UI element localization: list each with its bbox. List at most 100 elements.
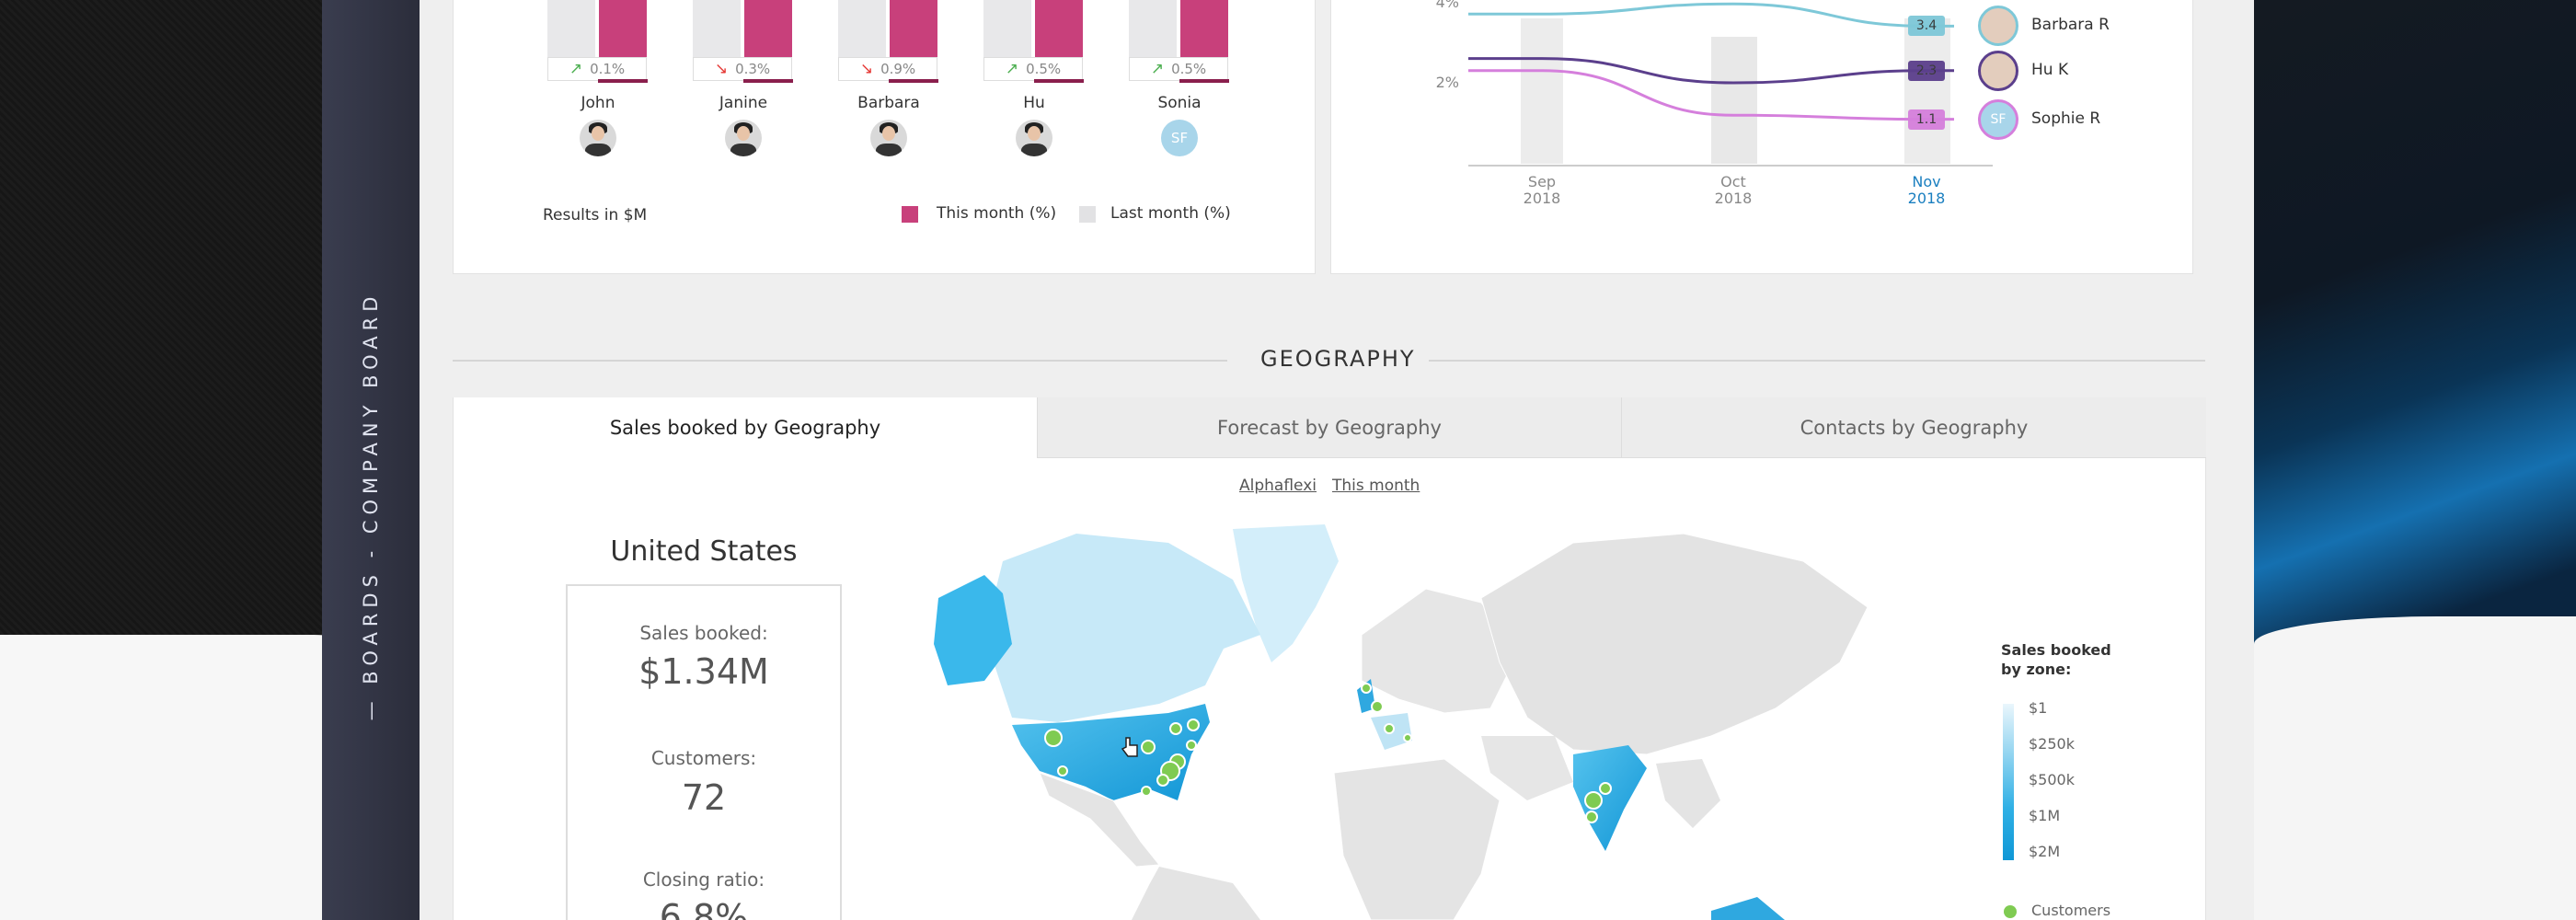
arrow-up-icon: ↗: [1005, 60, 1019, 78]
avatar-shape: [876, 144, 902, 156]
filter-period[interactable]: This month: [1332, 477, 1420, 495]
bar-this-month[interactable]: [1180, 0, 1228, 59]
southeast-asia[interactable]: [1656, 759, 1720, 828]
avatar-shape: [730, 144, 756, 156]
map-legend-title-line2: by zone:: [2001, 661, 2072, 678]
legend-last-swatch: [1079, 206, 1096, 223]
change-badge: ↗ 0.5%: [1129, 57, 1228, 81]
arrow-down-icon: ↘: [859, 60, 874, 78]
series-name: Hu K: [2031, 60, 2069, 79]
bar-last-month[interactable]: [838, 0, 886, 59]
canada[interactable]: [984, 534, 1260, 722]
change-badge: ↘ 0.9%: [838, 57, 937, 81]
series-avatar[interactable]: [1978, 6, 2018, 47]
bar-this-month[interactable]: [744, 0, 792, 59]
avatar-shape: [882, 126, 895, 141]
series-end-value: 1.1: [1908, 109, 1945, 130]
person-avatar[interactable]: [1016, 120, 1052, 156]
badge-underline: [743, 79, 793, 83]
pointer-cursor-icon: [1121, 737, 1138, 757]
person-avatar[interactable]: [725, 120, 762, 156]
stat-sales-value: $1.34M: [638, 651, 769, 692]
bar-this-month[interactable]: [599, 0, 647, 59]
change-badge: ↗ 0.5%: [983, 57, 1083, 81]
person-name: John: [581, 94, 615, 112]
change-value: 0.9%: [880, 61, 916, 77]
south-america[interactable]: [1132, 867, 1260, 920]
avatar-shape: [737, 126, 750, 141]
australia[interactable]: [1711, 897, 1785, 920]
y-tick-label: 2%: [1436, 74, 1459, 91]
mexico[interactable]: [1039, 772, 1160, 868]
middle-east[interactable]: [1481, 736, 1573, 800]
background-left-lower: [0, 635, 368, 920]
badge-underline: [889, 79, 938, 83]
series-name: Barbara R: [2031, 16, 2110, 35]
tab-sales-booked[interactable]: Sales booked by Geography: [454, 397, 1037, 458]
bar-last-month[interactable]: [547, 0, 595, 59]
alaska[interactable]: [934, 575, 1012, 685]
x-tick-label: 2018: [1908, 190, 1946, 207]
sidebar-breadcrumb[interactable]: — BOARDS - COMPANY BOARD: [360, 291, 382, 721]
bar-this-month[interactable]: [890, 0, 937, 59]
legend-level-5: $2M: [2029, 843, 2061, 860]
tab-contacts[interactable]: Contacts by Geography: [1621, 397, 2206, 458]
person-name: Hu: [1023, 94, 1045, 112]
india[interactable]: [1573, 745, 1647, 851]
series-end-value: 3.4: [1908, 16, 1945, 37]
country-stats-box: [566, 584, 842, 920]
results-label: Results in $M: [543, 206, 648, 224]
legend-this-label: This month (%): [937, 204, 1057, 223]
legend-this-swatch: [902, 206, 918, 223]
stat-sales-label: Sales booked:: [639, 622, 768, 644]
africa[interactable]: [1333, 758, 1501, 920]
arrow-up-icon: ↗: [569, 60, 583, 78]
map-legend-title-line1: Sales booked: [2001, 641, 2111, 659]
series-avatar[interactable]: [1978, 50, 2018, 91]
change-badge: ↗ 0.1%: [547, 57, 647, 81]
y-tick-label: 4%: [1436, 0, 1459, 11]
arrow-up-icon: ↗: [1150, 60, 1165, 78]
bar-last-month[interactable]: [983, 0, 1031, 59]
change-value: 0.5%: [1026, 61, 1062, 77]
world-map[interactable]: [929, 524, 1978, 920]
avatar-shape: [1021, 144, 1047, 156]
selected-country-title: United States: [610, 535, 798, 568]
greenland[interactable]: [1233, 524, 1339, 662]
geography-title: GEOGRAPHY: [1260, 346, 1416, 372]
legend-level-1: $1: [2029, 699, 2048, 717]
europe[interactable]: [1361, 588, 1519, 714]
badge-underline: [1034, 79, 1084, 83]
series-line: [1468, 2, 1954, 28]
person-avatar[interactable]: [580, 120, 616, 156]
background-left: [0, 0, 368, 653]
x-tick-label: Sep: [1528, 173, 1556, 190]
badge-underline: [1179, 79, 1229, 83]
stat-customers-label: Customers:: [650, 747, 757, 769]
bar-last-month[interactable]: [1129, 0, 1177, 59]
change-value: 0.5%: [1171, 61, 1207, 77]
legend-last-label: Last month (%): [1110, 204, 1231, 223]
geography-divider-left: [453, 360, 1227, 362]
bar-last-month[interactable]: [693, 0, 741, 59]
avatar-shape: [585, 144, 611, 156]
trend-card: [1330, 0, 2193, 274]
column-nov: [1904, 18, 1950, 164]
filter-company[interactable]: Alphaflexi: [1239, 477, 1317, 495]
stat-customers-value: 72: [681, 777, 727, 818]
asia[interactable]: [1480, 533, 1869, 755]
series-avatar[interactable]: SF: [1978, 98, 2018, 140]
bar-this-month[interactable]: [1035, 0, 1083, 59]
person-avatar[interactable]: [870, 120, 907, 156]
background-right-lower: [2254, 616, 2576, 920]
stat-closing-value: 6.8%: [659, 897, 749, 920]
customers-legend-dot: [2004, 905, 2017, 918]
stat-closing-label: Closing ratio:: [642, 868, 765, 891]
change-value: 0.3%: [735, 61, 771, 77]
tab-forecast[interactable]: Forecast by Geography: [1037, 397, 1621, 458]
series-line: [1468, 57, 1954, 85]
person-avatar[interactable]: SF: [1161, 120, 1198, 156]
geography-divider-right: [1429, 360, 2205, 362]
x-tick-label: 2018: [1715, 190, 1753, 207]
